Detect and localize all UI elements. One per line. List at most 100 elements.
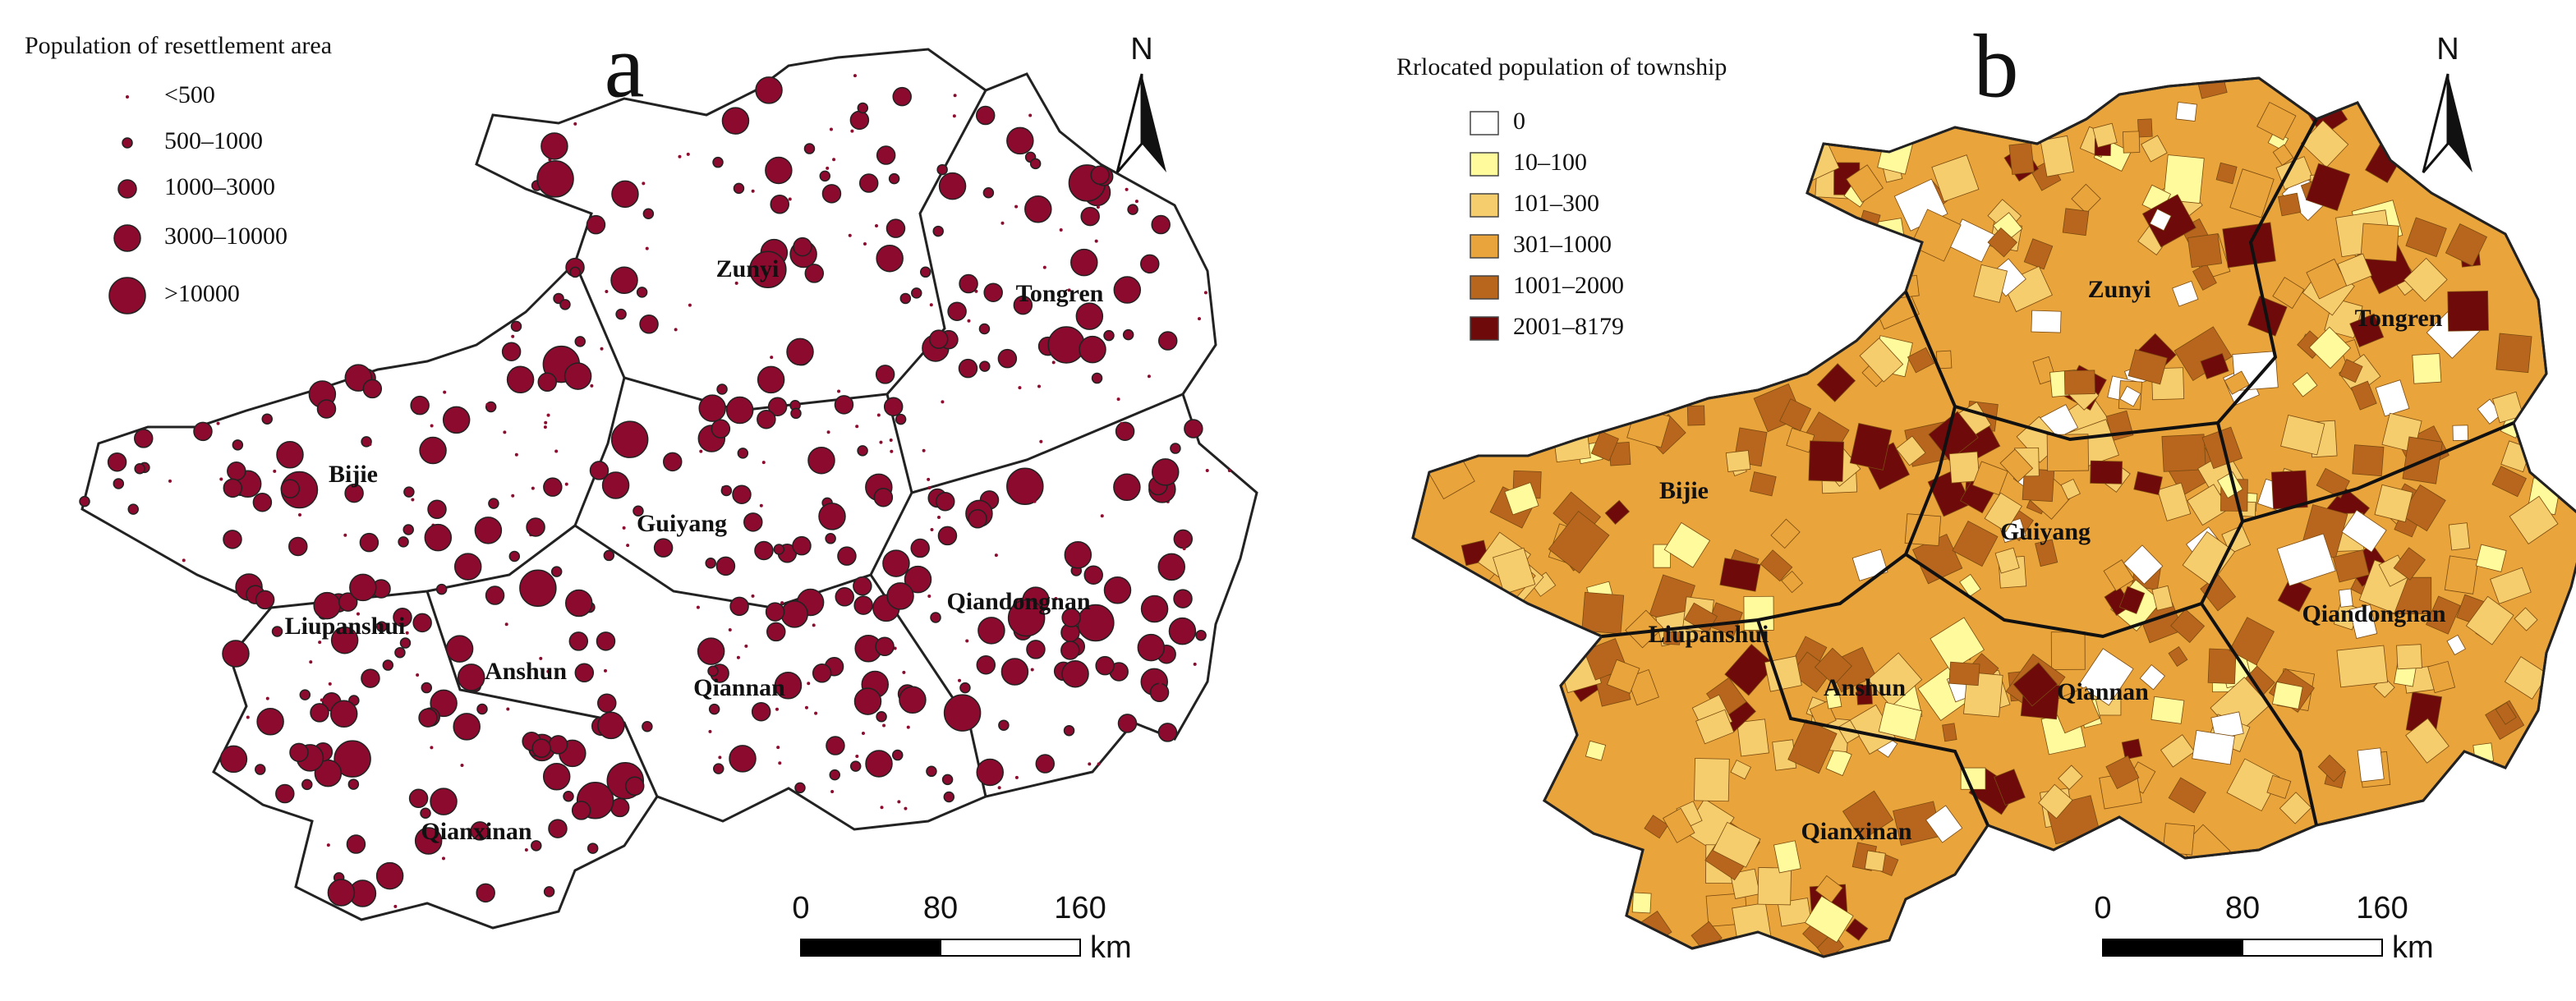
settlement-dot: [427, 499, 447, 520]
settlement-dot: [770, 195, 789, 214]
settlement-dot: [382, 659, 394, 671]
settlement-dot: [751, 594, 755, 598]
legend-swatch: [1470, 193, 1499, 218]
settlement-dot: [357, 751, 361, 755]
township: [1814, 647, 1852, 686]
settlement-dot: [725, 396, 754, 425]
township: [2337, 253, 2372, 287]
township: [1773, 840, 1801, 874]
settlement-dot: [953, 94, 957, 98]
township: [1663, 631, 1681, 645]
settlement-dot: [812, 623, 816, 627]
settlement-dot: [271, 626, 283, 637]
settlement-dot: [780, 601, 784, 605]
township: [2308, 326, 2352, 370]
settlement-dot: [408, 788, 429, 809]
settlement-dot: [1059, 227, 1063, 232]
township: [2062, 208, 2090, 236]
region-label: Liupanshui: [1649, 621, 1769, 648]
township: [2491, 466, 2527, 498]
settlement-dot: [910, 538, 930, 558]
township: [1973, 264, 2008, 303]
settlement-dot: [983, 282, 1003, 302]
township: [2405, 718, 2450, 764]
township: [2445, 223, 2487, 267]
township: [2035, 539, 2058, 567]
settlement-dot: [526, 517, 545, 537]
settlement-dot: [958, 678, 962, 682]
settlement-dot: [501, 342, 522, 361]
settlement-dot: [1024, 195, 1052, 223]
settlement-dot: [1018, 386, 1022, 390]
settlement-dot: [540, 132, 568, 160]
settlement-dot: [326, 843, 330, 847]
settlement-dot: [804, 264, 825, 283]
township: [2128, 349, 2168, 385]
region-label: Qiandongnan: [2302, 600, 2445, 627]
settlement-dot: [941, 400, 945, 404]
settlement-dot: [402, 524, 414, 535]
settlement-dot: [632, 505, 644, 517]
settlement-dot: [412, 613, 432, 633]
township: [2492, 391, 2524, 424]
township: [2023, 238, 2054, 270]
legend-swatch: [1470, 152, 1499, 177]
settlement-dot: [1068, 634, 1072, 638]
township: [1994, 769, 2026, 806]
township: [2077, 648, 2134, 706]
settlement-dot: [393, 904, 398, 908]
township: [2060, 478, 2081, 500]
settlement-dot: [344, 483, 364, 503]
settlement-dot: [280, 479, 301, 498]
settlement-dot: [645, 246, 649, 250]
settlement-dot: [930, 612, 941, 623]
township: [2038, 783, 2073, 820]
settlement-dot: [835, 587, 854, 607]
township: [1694, 758, 1730, 802]
settlement-dot: [544, 420, 548, 425]
settlement-dot: [216, 421, 220, 425]
settlement-dot: [403, 486, 415, 498]
settlement-dot: [778, 761, 782, 765]
settlement-dot: [642, 208, 655, 220]
settlement-dot: [1113, 276, 1142, 304]
township: [2280, 414, 2325, 456]
settlement-dot: [1095, 655, 1115, 676]
settlement-dot: [563, 790, 574, 802]
settlement-dot: [301, 778, 313, 791]
settlement-dot: [759, 503, 763, 507]
township: [2187, 233, 2223, 269]
settlement-dot: [430, 689, 458, 718]
township: [1757, 867, 1792, 906]
settlement-dot: [1158, 682, 1162, 686]
township: [2222, 222, 2276, 269]
township: [1867, 652, 1923, 707]
township: [1910, 209, 1962, 262]
settlement-dot: [937, 526, 958, 546]
settlement-dot: [1195, 629, 1207, 641]
township: [1856, 684, 1873, 705]
settlement-dot: [1103, 329, 1115, 342]
settlement-dot: [696, 605, 700, 609]
township: [1625, 609, 1664, 649]
settlement-dot: [320, 698, 324, 702]
township: [2172, 280, 2199, 307]
settlement-dot: [596, 631, 616, 651]
settlement-dot: [615, 308, 627, 320]
settlement-dot: [622, 526, 626, 530]
settlement-dot: [1103, 576, 1132, 604]
township: [1948, 661, 1980, 686]
panel-letter: a: [605, 16, 645, 116]
settlement-dot: [1006, 126, 1034, 155]
settlement-dot: [889, 439, 893, 443]
settlement-dot: [316, 399, 337, 419]
settlement-dot: [1000, 658, 1029, 686]
settlement-dot: [936, 163, 948, 176]
settlement-dot: [421, 682, 433, 694]
settlement-dot: [329, 700, 358, 728]
settlement-dot: [899, 686, 927, 714]
settlement-dot: [537, 372, 558, 393]
settlement-dot: [1115, 421, 1135, 441]
boundary: [2200, 602, 2318, 826]
township: [2496, 333, 2532, 374]
